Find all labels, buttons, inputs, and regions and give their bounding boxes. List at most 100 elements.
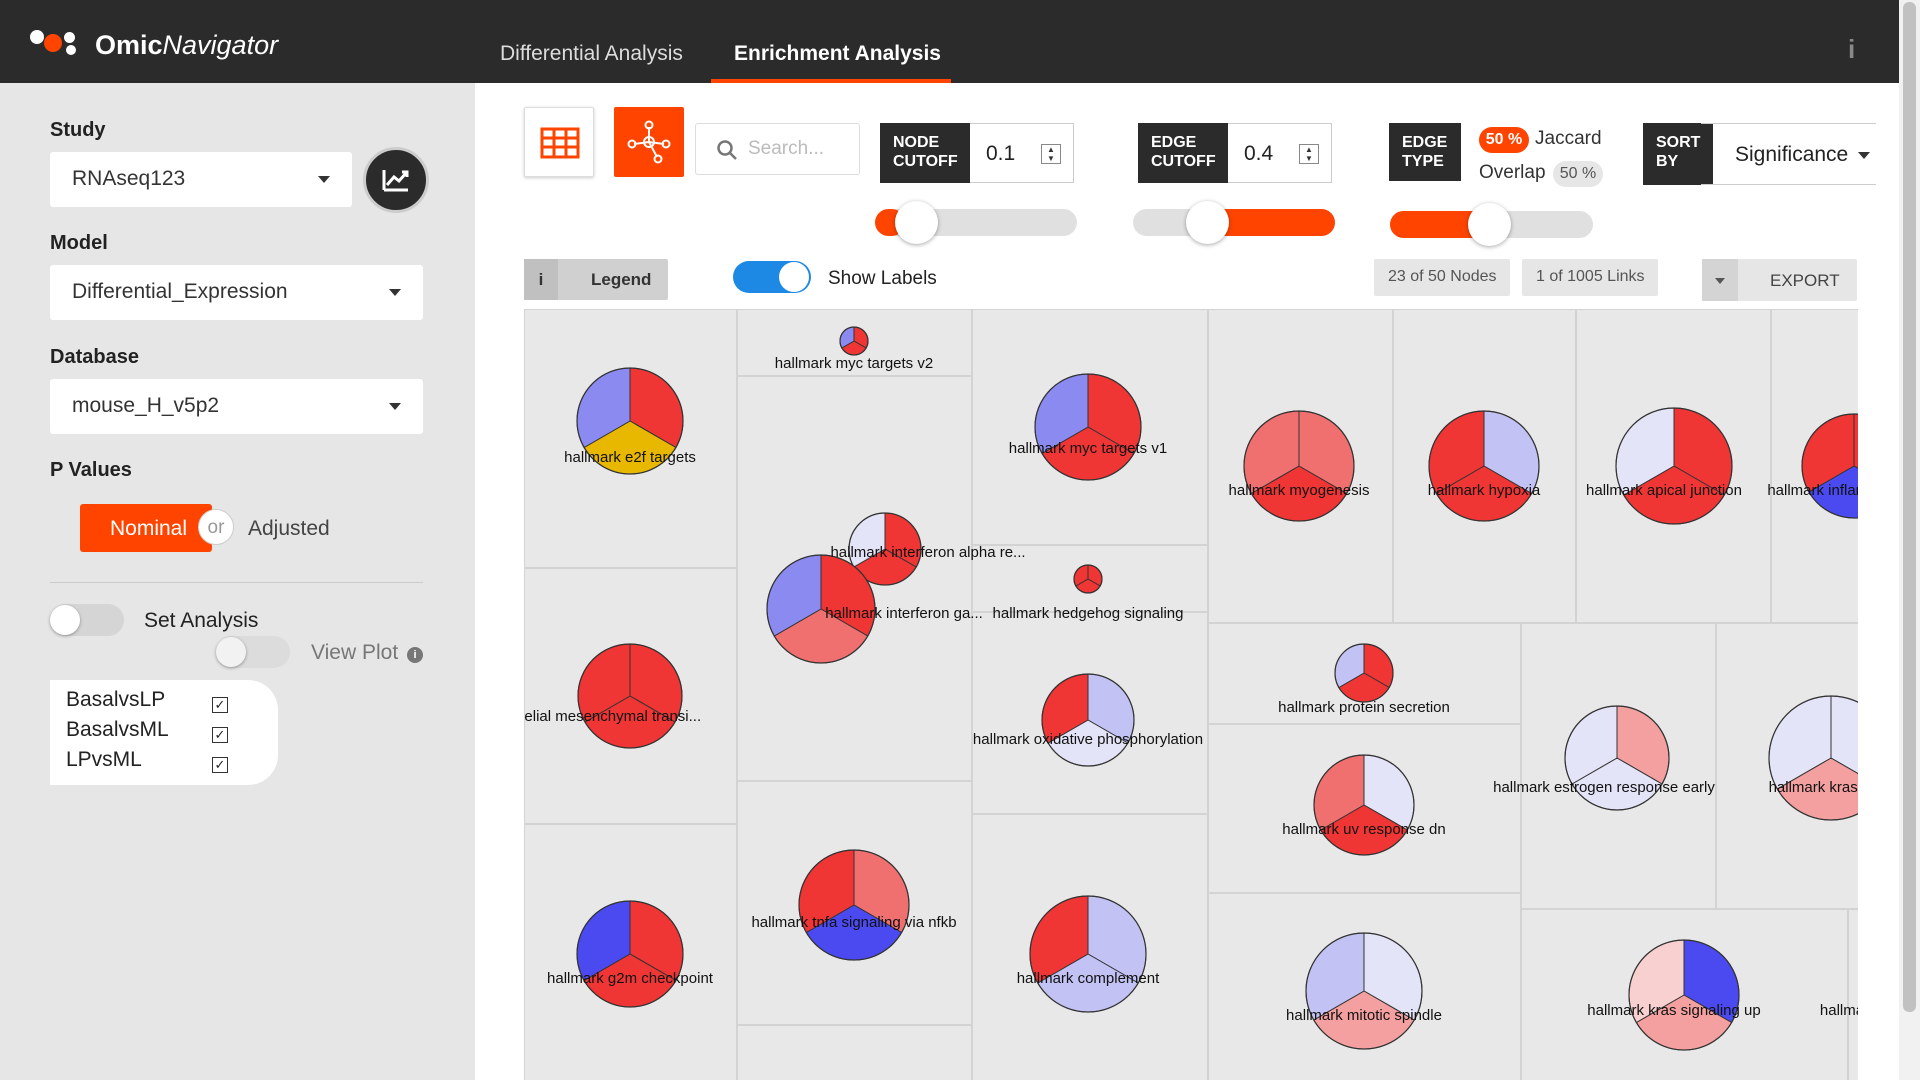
info-icon[interactable]: i — [1848, 34, 1856, 64]
study-value: RNAseq123 — [72, 167, 186, 190]
node-outline — [766, 554, 876, 664]
node-outline — [1029, 895, 1147, 1013]
edge-cutoff-input[interactable]: 0.4 ▲ ▼ — [1228, 123, 1332, 183]
node-label: hallmark uv response dn — [1282, 821, 1446, 838]
plot-button[interactable] — [363, 147, 429, 213]
edge-type-slider[interactable] — [1390, 203, 1593, 246]
network-node[interactable] — [1034, 373, 1142, 481]
jaccard-percent-badge: 50 % — [1479, 127, 1529, 153]
node-outline — [1334, 643, 1394, 703]
search-input[interactable]: Search... — [695, 123, 860, 175]
node-outline — [1073, 564, 1103, 594]
legend-label: Legend — [591, 270, 652, 289]
top-navbar: OmicNavigator Differential Analysis Enri… — [0, 0, 1920, 83]
export-label: EXPORT — [1770, 271, 1840, 290]
test-checkbox-basalvslp[interactable]: ✓ — [212, 697, 228, 713]
node-outline — [1034, 373, 1142, 481]
node-cutoff-slider[interactable] — [875, 201, 1077, 244]
node-outline — [576, 367, 684, 475]
stepper-icon[interactable]: ▲ ▼ — [1041, 144, 1061, 164]
node-label: hallma — [1819, 1002, 1858, 1019]
enrichment-network[interactable]: hallmark e2f targets hallmark myc targets… — [524, 309, 1858, 1080]
test-list: BasalvsLP ✓ BasalvsML ✓ LPvsML ✓ — [50, 680, 278, 785]
database-select[interactable]: mouse_H_v5p2 — [50, 379, 423, 434]
sort-by-value: Significance — [1735, 143, 1849, 166]
network-node[interactable] — [1029, 895, 1147, 1013]
test-label-basalvsml: BasalvsML — [66, 718, 169, 741]
table-view-button[interactable] — [524, 107, 594, 177]
legend-button[interactable]: i Legend — [524, 259, 668, 300]
network-node[interactable] — [766, 554, 876, 664]
test-checkbox-basalvsml[interactable]: ✓ — [212, 727, 228, 743]
node-outline — [1041, 673, 1135, 767]
node-outline — [1615, 407, 1733, 525]
node-outline — [1801, 413, 1858, 519]
network-node[interactable] — [839, 326, 869, 356]
network-node[interactable] — [798, 849, 910, 961]
node-label: hallmark inflamm — [1767, 482, 1858, 499]
export-button[interactable]: EXPORT — [1702, 259, 1857, 301]
view-plot-label: View Plot — [311, 641, 399, 664]
model-select[interactable]: Differential_Expression — [50, 265, 423, 320]
edge-cutoff-slider[interactable] — [1133, 201, 1335, 244]
adjusted-button[interactable]: Adjusted — [248, 517, 330, 540]
network-canvas[interactable] — [524, 309, 1858, 1080]
tab-enrichment-analysis[interactable]: Enrichment Analysis — [734, 42, 941, 65]
node-label: hallmark mitotic spindle — [1286, 1007, 1442, 1024]
network-node[interactable] — [576, 367, 684, 475]
network-node[interactable] — [1073, 564, 1103, 594]
network-node[interactable] — [1628, 939, 1740, 1051]
node-outline — [839, 326, 869, 356]
study-select[interactable]: RNAseq123 — [50, 152, 352, 207]
node-outline — [1313, 754, 1415, 856]
node-outline — [1305, 932, 1423, 1050]
network-node[interactable] — [577, 643, 683, 749]
node-outline — [1243, 410, 1355, 522]
sort-by-select[interactable]: Significance — [1701, 123, 1876, 185]
slider-handle[interactable] — [1186, 201, 1229, 244]
info-icon[interactable]: i — [407, 647, 423, 663]
network-node[interactable] — [1243, 410, 1355, 522]
node-label: hallmark hypoxia — [1427, 482, 1541, 499]
show-labels-toggle[interactable] — [733, 261, 811, 293]
network-node[interactable] — [1041, 673, 1135, 767]
node-outline — [1564, 705, 1670, 811]
chevron-down-icon[interactable] — [1702, 259, 1738, 301]
network-node[interactable] — [576, 900, 684, 1008]
view-plot-toggle[interactable] — [216, 636, 290, 668]
network-node[interactable] — [1313, 754, 1415, 856]
network-node[interactable] — [1768, 695, 1858, 821]
app-logo[interactable] — [30, 28, 80, 56]
set-analysis-toggle[interactable] — [50, 604, 124, 636]
network-node[interactable] — [1428, 410, 1540, 522]
network-node[interactable] — [1801, 413, 1858, 519]
edge-cutoff-value: 0.4 — [1244, 142, 1274, 165]
info-icon: i — [524, 259, 558, 300]
study-label: Study — [50, 119, 106, 141]
node-outline — [577, 643, 683, 749]
network-icon — [627, 120, 671, 164]
test-checkbox-lpvsml[interactable]: ✓ — [212, 757, 228, 773]
node-label: hallmark myogenesis — [1228, 482, 1370, 499]
node-outline — [576, 900, 684, 1008]
node-label: hallmark hedgehog signaling — [992, 605, 1184, 622]
network-node[interactable] — [848, 512, 922, 586]
tab-differential-analysis[interactable]: Differential Analysis — [500, 42, 683, 65]
app-title[interactable]: OmicNavigator — [95, 30, 279, 60]
network-view-button[interactable] — [614, 107, 684, 177]
page-scrollbar[interactable] — [1899, 0, 1920, 1080]
node-outline — [1628, 939, 1740, 1051]
nominal-button[interactable]: Nominal — [80, 504, 212, 552]
slider-handle[interactable] — [1468, 203, 1511, 246]
sidebar: Study RNAseq123 Model Differential_Expre… — [0, 83, 475, 1080]
node-label: hallmark e2f targets — [564, 449, 696, 466]
test-label-lpvsml: LPvsML — [66, 748, 142, 771]
slider-handle[interactable] — [895, 201, 938, 244]
network-node[interactable] — [1334, 643, 1394, 703]
node-cutoff-input[interactable]: 0.1 ▲ ▼ — [970, 123, 1074, 183]
network-node[interactable] — [1305, 932, 1423, 1050]
stepper-icon[interactable]: ▲ ▼ — [1299, 144, 1319, 164]
network-node[interactable] — [1615, 407, 1733, 525]
model-value: Differential_Expression — [72, 280, 288, 303]
network-node[interactable] — [1564, 705, 1670, 811]
